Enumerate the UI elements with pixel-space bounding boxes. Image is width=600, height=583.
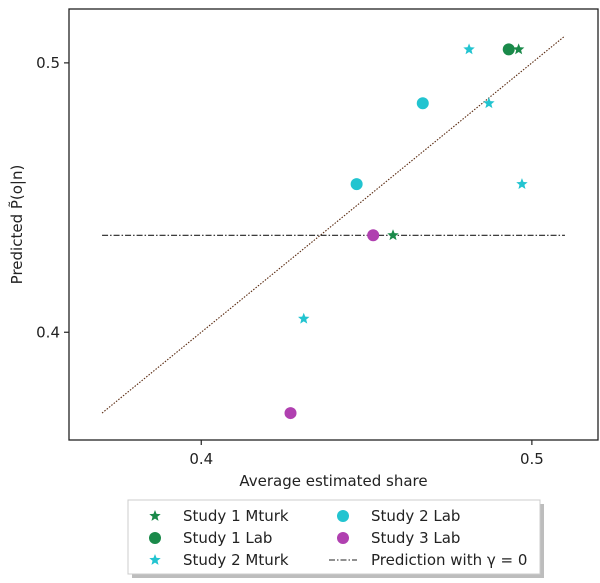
y-axis-label: Predicted P̃(o|n) [7,165,26,285]
study-2-lab-point [416,97,429,110]
x-axis-label: Average estimated share [239,472,427,490]
legend-label: Study 2 Lab [371,507,460,525]
legend: Study 1 Mturk Study 2 Lab Study 1 Lab Study… [127,499,544,578]
x-tick-label: 0.5 [520,450,544,468]
study-2-mturk-point [516,178,528,189]
study-2-mturk-point [463,43,475,55]
legend-label: Study 2 Mturk [183,551,289,569]
study-1-lab-point [502,43,515,56]
legend-box [127,499,541,575]
legend-swatch [149,532,161,544]
study-3-lab-point [367,229,380,242]
study-3-lab-point [284,407,297,420]
axes-layer: 0.4 0.5 0.4 0.5 [36,8,599,468]
study-2-lab-point [350,178,363,191]
legend-swatch [149,554,161,565]
study-2-mturk-point [298,312,310,324]
study-1-mturk-point [512,43,525,55]
legend-label: Study 1 Lab [183,529,272,547]
legend-label: Prediction with γ = 0 [371,551,527,569]
plot-layer [101,35,566,420]
plot-frame [68,8,599,441]
y-tick-label: 0.4 [36,323,60,341]
legend-label: Study 1 Mturk [183,507,289,525]
study-2-mturk-point [483,97,495,109]
legend-swatch [337,510,349,522]
legend-swatch [149,510,161,521]
x-tick-label: 0.4 [189,450,213,468]
y-tick-label: 0.5 [36,54,60,72]
legend-label: Study 3 Lab [371,529,460,547]
study-1-mturk-point [387,229,399,241]
identity-line [101,35,566,414]
legend-swatch [337,532,349,544]
